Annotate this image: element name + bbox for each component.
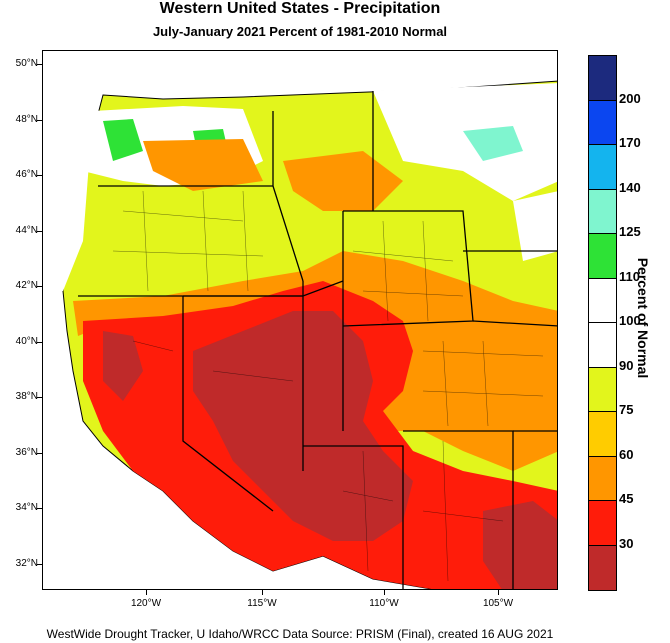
legend-colorbar [588, 55, 617, 591]
latitude-tick [37, 64, 42, 65]
legend-title: Percent of Normal [635, 257, 651, 379]
map-title: Western United States - Precipitation [159, 0, 441, 17]
legend-value-label: 110 [619, 268, 640, 284]
longitude-tick [146, 590, 147, 595]
latitude-tick [37, 341, 42, 343]
longitude-label: 110°W [369, 598, 399, 609]
legend-value-label: 90 [619, 357, 634, 373]
legend-color-box [589, 323, 616, 368]
footer-credit: WestWide Drought Tracker, U Idaho/WRCC D… [46, 627, 554, 641]
legend-color-box [589, 456, 616, 501]
legend-color-box [589, 412, 616, 457]
legend-value-label: 125 [619, 224, 641, 239]
longitude-label: 105°W [482, 598, 514, 609]
legend-value-label: 170 [619, 135, 641, 150]
state-boundaries [78, 91, 557, 589]
latitude-label: 46°N [15, 169, 38, 180]
latitude-tick [37, 452, 42, 454]
legend-value-label: 30 [619, 535, 634, 551]
latitude-label: 42°N [15, 280, 38, 291]
latitude-tick [37, 397, 42, 398]
latitude-tick [37, 230, 42, 232]
longitude-tick [384, 590, 385, 595]
latitude-tick [37, 286, 42, 287]
legend-color-box [589, 145, 616, 190]
legend-value-label: 45 [619, 491, 634, 506]
legend-color-box [589, 100, 616, 145]
latitude-tick [37, 119, 42, 121]
legend-color-box [589, 367, 616, 412]
legend-color-box [589, 278, 616, 323]
map-svg [43, 51, 557, 589]
legend-value-label: 100 [619, 313, 641, 328]
legend-value-label: 200 [619, 90, 641, 106]
latitude-label: 34°N [15, 502, 38, 513]
legend-value-label: 140 [619, 179, 641, 195]
legend-color-box [589, 189, 616, 234]
legend-value-label: 75 [619, 402, 634, 417]
legend-color-box [589, 501, 616, 546]
longitude-tick [498, 590, 499, 595]
map-subtitle: July-January 2021 Percent of 1981-2010 N… [152, 24, 448, 39]
latitude-tick [37, 508, 42, 509]
legend-color-box [589, 545, 616, 590]
latitude-label: 44°N [15, 224, 38, 236]
precipitation-map [42, 50, 558, 590]
latitude-label: 36°N [15, 446, 38, 458]
latitude-label: 38°N [15, 391, 38, 402]
longitude-label: 115°W [247, 598, 277, 609]
latitude-label: 50°N [15, 58, 38, 69]
county-boundaries [112, 190, 544, 582]
legend-value-label: 60 [619, 446, 634, 462]
latitude-label: 48°N [15, 113, 38, 125]
longitude-label: 120°W [130, 598, 162, 609]
latitude-label: 40°N [15, 335, 38, 347]
latitude-tick [37, 175, 42, 176]
legend-color-box [589, 234, 616, 279]
longitude-tick [262, 590, 263, 595]
latitude-label: 32°N [15, 557, 38, 569]
legend-color-box [589, 56, 616, 101]
latitude-tick [37, 563, 42, 565]
